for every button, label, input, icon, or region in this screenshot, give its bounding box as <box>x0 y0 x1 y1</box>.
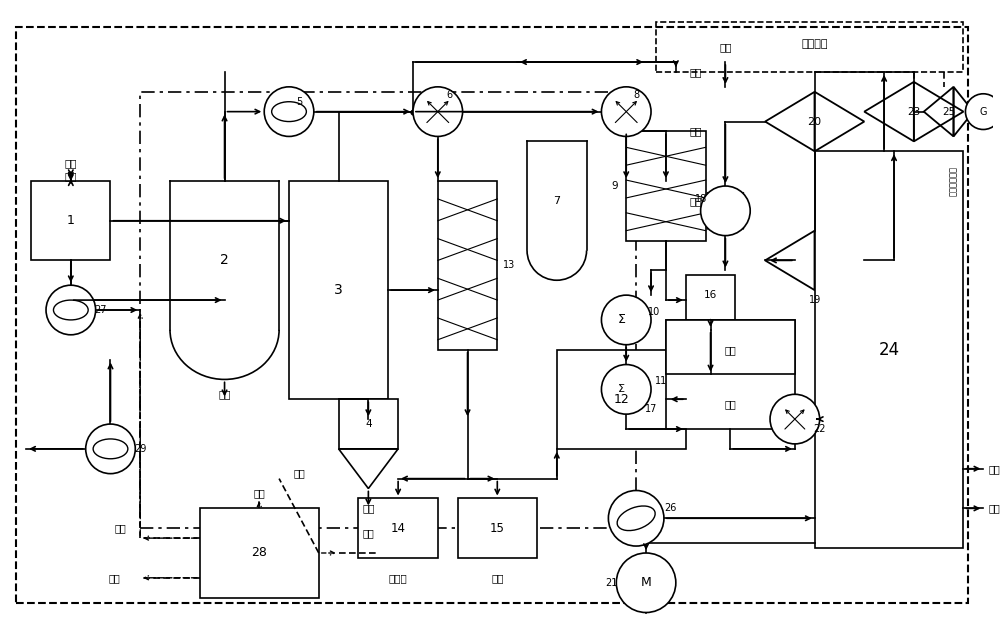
Circle shape <box>601 295 651 345</box>
Circle shape <box>770 394 820 444</box>
Text: 5: 5 <box>296 97 302 107</box>
Circle shape <box>701 186 750 236</box>
Text: 排烟: 排烟 <box>988 503 1000 513</box>
Text: 10: 10 <box>648 307 660 317</box>
Text: 25: 25 <box>942 107 955 117</box>
Circle shape <box>86 424 135 474</box>
Bar <box>815 151 963 548</box>
Circle shape <box>616 553 676 613</box>
Text: 16: 16 <box>704 290 717 300</box>
Text: 20: 20 <box>808 117 822 126</box>
Text: 24: 24 <box>879 340 900 359</box>
Bar <box>31 181 110 260</box>
Text: 7: 7 <box>553 196 560 206</box>
Text: 28: 28 <box>251 546 267 559</box>
Text: 2: 2 <box>220 254 229 267</box>
Text: 空气: 空气 <box>689 67 702 77</box>
Text: 4: 4 <box>365 419 372 429</box>
Circle shape <box>46 285 96 335</box>
Text: 18: 18 <box>694 194 707 204</box>
Text: 炉渣: 炉渣 <box>218 389 231 399</box>
Text: 高压过热蒸汽: 高压过热蒸汽 <box>949 166 958 196</box>
Bar <box>438 181 497 350</box>
Circle shape <box>965 94 1000 130</box>
Text: 硫磺: 硫磺 <box>491 573 504 583</box>
Polygon shape <box>641 384 651 394</box>
Text: 原煤: 原煤 <box>65 158 77 168</box>
Text: 阴极: 阴极 <box>725 399 736 409</box>
Text: Σ: Σ <box>618 384 625 394</box>
Text: 纯氧: 纯氧 <box>109 573 120 583</box>
Bar <box>140 92 636 528</box>
Text: 9: 9 <box>611 181 618 191</box>
Bar <box>626 131 706 241</box>
Text: 15: 15 <box>490 521 505 534</box>
Text: 空气: 空气 <box>719 42 732 52</box>
Bar <box>458 498 537 558</box>
Text: G: G <box>980 107 987 117</box>
Text: 空气: 空气 <box>293 469 305 479</box>
Bar <box>686 275 735 320</box>
Text: 飞灰: 飞灰 <box>362 503 375 513</box>
Text: 23: 23 <box>907 107 920 117</box>
Text: 27: 27 <box>94 305 107 315</box>
Text: 阳极: 阳极 <box>725 345 736 355</box>
Text: 污氮: 污氮 <box>253 489 265 498</box>
Bar <box>557 350 686 449</box>
Text: 12: 12 <box>613 392 629 405</box>
Text: 13: 13 <box>503 260 515 270</box>
Bar <box>666 320 795 374</box>
Text: 纯氧: 纯氧 <box>689 126 702 136</box>
Text: 17: 17 <box>645 404 657 414</box>
Text: 空气: 空气 <box>988 464 1000 474</box>
Circle shape <box>608 490 664 546</box>
Text: M: M <box>641 576 651 589</box>
Text: 3: 3 <box>334 283 343 297</box>
Text: 6: 6 <box>447 90 453 100</box>
Text: 8: 8 <box>633 90 639 100</box>
Text: 19: 19 <box>809 295 821 305</box>
Text: 22: 22 <box>813 424 826 434</box>
Text: 固态盐: 固态盐 <box>389 573 407 583</box>
Text: 21: 21 <box>605 578 618 588</box>
Circle shape <box>413 87 463 136</box>
Text: 29: 29 <box>134 444 146 454</box>
Text: 1: 1 <box>67 215 75 228</box>
Bar <box>666 320 795 429</box>
Bar <box>200 508 319 598</box>
Text: 26: 26 <box>665 503 677 513</box>
Bar <box>358 498 438 558</box>
Circle shape <box>264 87 314 136</box>
Text: 纯氮: 纯氮 <box>115 523 126 533</box>
Text: 中压蒸汽: 中压蒸汽 <box>801 39 828 49</box>
Circle shape <box>601 365 651 414</box>
Text: 尾气: 尾气 <box>689 196 702 206</box>
Text: 空气: 空气 <box>362 528 374 538</box>
Bar <box>289 181 388 399</box>
Text: 11: 11 <box>655 376 667 386</box>
Circle shape <box>601 87 651 136</box>
Text: 原煤: 原煤 <box>65 171 77 181</box>
Bar <box>339 399 398 449</box>
Text: Σ: Σ <box>617 314 625 326</box>
Bar <box>656 22 963 72</box>
Text: 14: 14 <box>391 521 406 534</box>
